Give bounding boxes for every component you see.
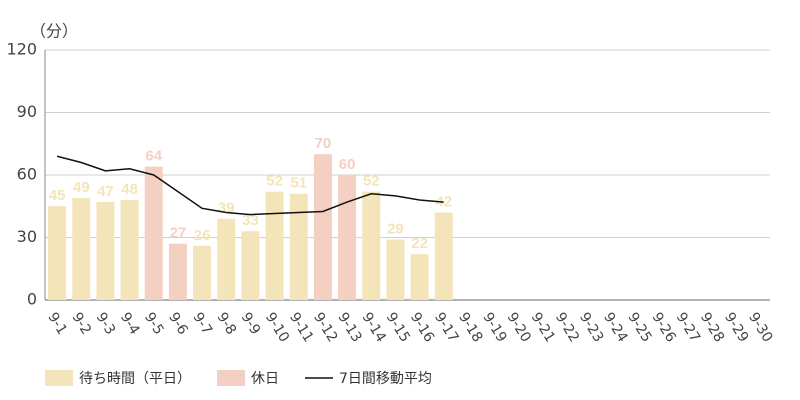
x-tick-label: 9-16 [407, 310, 437, 346]
bar [120, 200, 139, 300]
line [56, 155, 444, 216]
x-tick-label: 9-1 [44, 310, 70, 338]
x-tick-label: 9-6 [165, 310, 191, 338]
x-tick-label: 9-5 [141, 310, 167, 338]
x-tick-label: 9-3 [93, 310, 119, 338]
value-label: 33 [242, 212, 259, 229]
x-tick-label: 9-26 [648, 310, 678, 346]
bar [72, 197, 91, 300]
x-tick-label: 9-20 [503, 310, 533, 345]
bar [338, 175, 357, 300]
x-tick-label: 9-28 [697, 310, 727, 345]
bar [217, 218, 236, 300]
value-label: 45 [49, 187, 66, 204]
y-unit: （分） [30, 22, 78, 41]
x-tick-label: 9-19 [479, 310, 509, 345]
x-tick-label: 9-7 [189, 310, 215, 338]
x-tick-label: 9-12 [310, 310, 340, 345]
x-tick-label: 9-2 [68, 310, 94, 338]
value-label: 70 [315, 135, 332, 152]
value-label: 26 [194, 227, 211, 244]
x-tick-label: 9-30 [745, 310, 775, 345]
bar [193, 245, 212, 300]
legend-swatch [217, 370, 245, 386]
y-tick-label: 30 [17, 227, 37, 246]
x-tick-label: 9-9 [238, 310, 264, 338]
x-tick-label: 9-13 [334, 310, 364, 345]
value-label: 27 [170, 225, 187, 242]
value-label: 49 [73, 179, 90, 196]
x-tick-label: 9-25 [624, 310, 654, 345]
bar [96, 202, 115, 300]
value-label: 39 [218, 200, 235, 217]
legend-swatch [45, 370, 73, 386]
bar [434, 212, 453, 300]
bar [386, 239, 405, 300]
value-label: 51 [290, 175, 307, 192]
x-tick-label: 9-8 [213, 310, 239, 338]
y-tick-label: 120 [6, 40, 37, 59]
legend-label: 待ち時間（平日） [79, 371, 191, 387]
bar [48, 206, 67, 300]
x-tick-label: 9-18 [455, 310, 485, 345]
value-label: 29 [387, 221, 404, 238]
y-tick-label: 0 [27, 290, 37, 309]
bar [265, 191, 284, 300]
x-tick-label: 9-27 [673, 310, 703, 345]
legend-label: 7日間移動平均 [339, 371, 432, 387]
x-tick-label: 9-24 [600, 310, 630, 346]
bar [144, 166, 163, 300]
x-tick-label: 9-10 [262, 310, 292, 345]
value-label: 64 [145, 148, 162, 165]
x-tick-label: 9-11 [286, 310, 316, 345]
bar [313, 154, 332, 300]
x-tick-label: 9-17 [431, 310, 461, 345]
x-tick-label: 9-22 [552, 310, 582, 345]
x-tick-label: 9-4 [117, 310, 143, 338]
y-tick-label: 60 [17, 165, 37, 184]
bar [241, 231, 260, 300]
x-tick-label: 9-23 [576, 310, 606, 345]
legend-label: 休日 [251, 371, 279, 387]
x-tick-label: 9-14 [358, 310, 388, 346]
y-tick-label: 90 [17, 102, 37, 121]
value-label: 52 [266, 173, 283, 190]
bar [362, 191, 381, 300]
x-tick-label: 9-21 [528, 310, 558, 345]
value-label: 52 [363, 173, 380, 190]
value-label: 22 [411, 235, 428, 252]
bar [168, 243, 187, 300]
value-label: 60 [339, 156, 356, 173]
value-label: 48 [121, 181, 138, 198]
bar [289, 193, 308, 300]
bar [410, 254, 429, 300]
x-tick-label: 9-29 [721, 310, 751, 345]
x-tick-label: 9-15 [383, 310, 413, 345]
value-label: 47 [97, 183, 114, 200]
